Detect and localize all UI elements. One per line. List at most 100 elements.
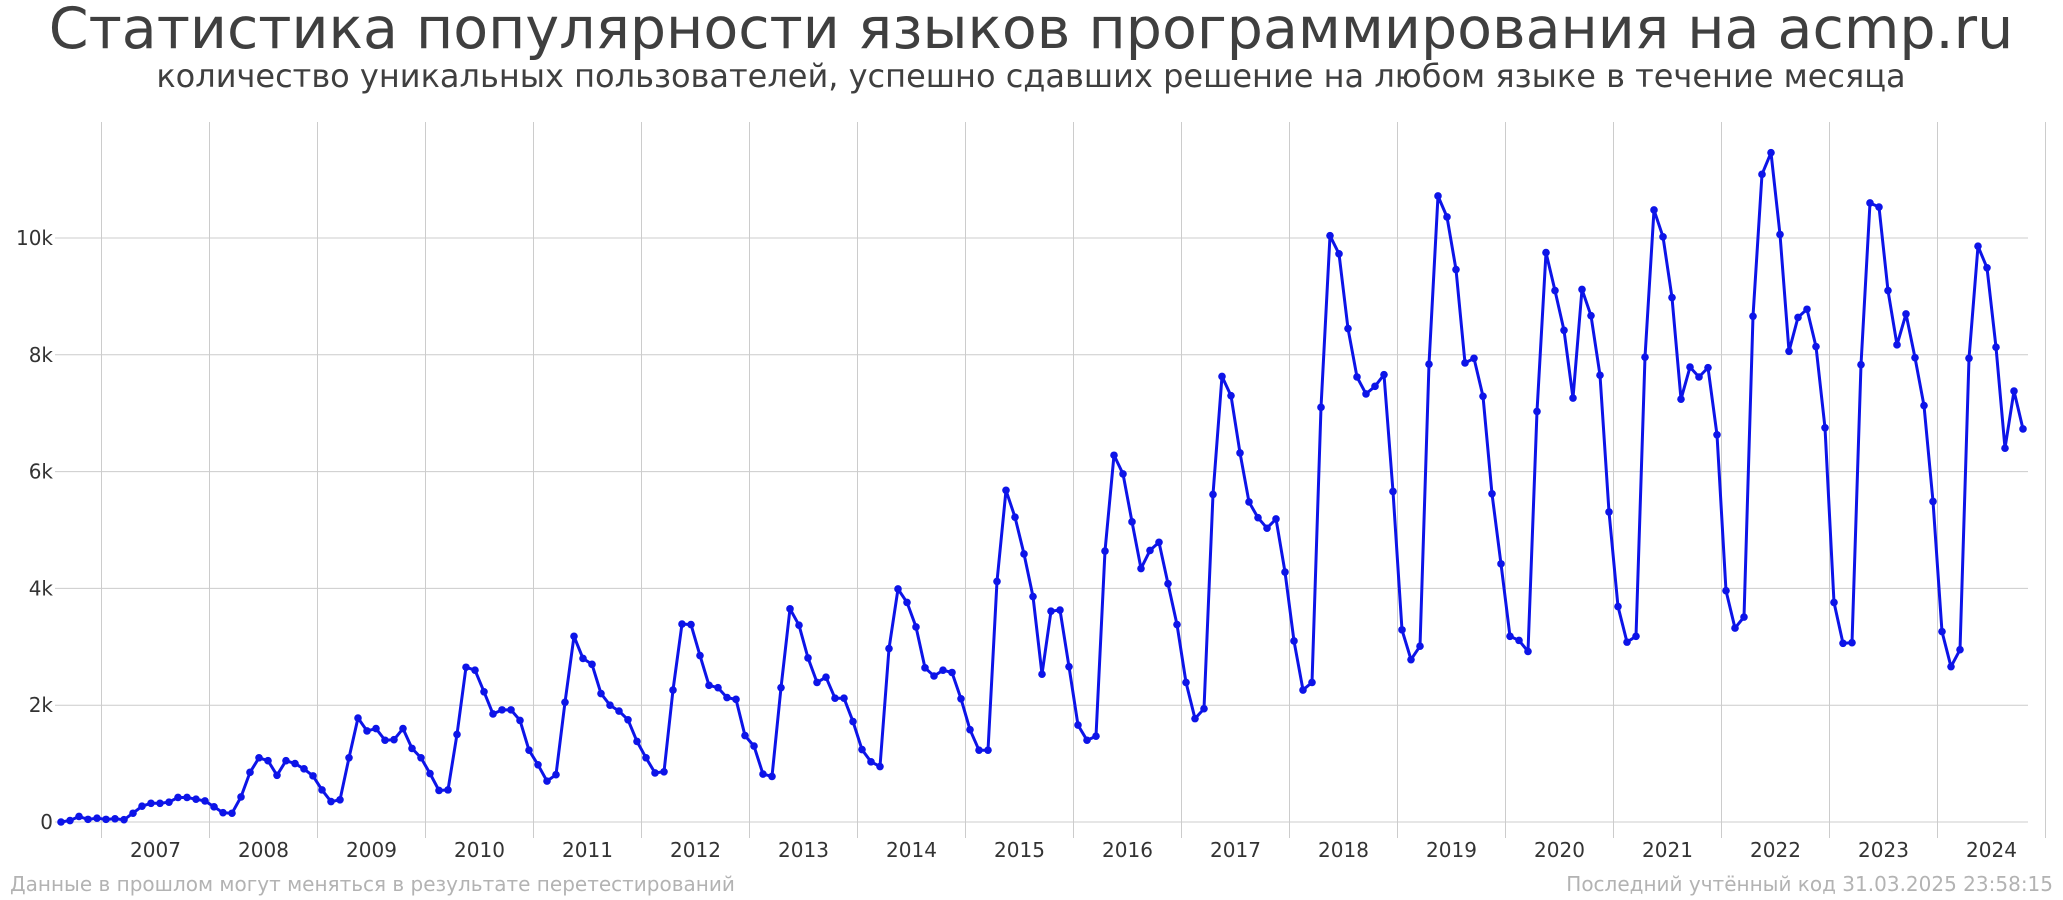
data-point bbox=[417, 753, 425, 762]
data-point bbox=[1848, 638, 1856, 647]
x-tick-label: 2013 bbox=[778, 838, 829, 862]
data-point bbox=[579, 654, 587, 663]
data-point bbox=[651, 769, 659, 777]
data-point bbox=[1308, 678, 1316, 687]
data-point bbox=[921, 664, 929, 672]
data-point bbox=[606, 701, 614, 709]
data-point bbox=[1110, 451, 1118, 460]
data-point bbox=[795, 621, 803, 629]
y-tick-label: 0 bbox=[40, 810, 53, 834]
data-point bbox=[282, 756, 290, 765]
x-tick-label: 2008 bbox=[238, 838, 289, 862]
data-point bbox=[1416, 642, 1424, 651]
data-point bbox=[1245, 498, 1253, 506]
data-point bbox=[1812, 342, 1820, 351]
data-point bbox=[1443, 213, 1451, 221]
data-point bbox=[1713, 431, 1721, 439]
data-point bbox=[2010, 387, 2018, 395]
data-point bbox=[1290, 637, 1298, 645]
data-point bbox=[966, 725, 974, 734]
data-point bbox=[669, 686, 677, 694]
x-tick-label: 2020 bbox=[1534, 838, 1585, 862]
data-point bbox=[1236, 449, 1244, 457]
data-point bbox=[264, 756, 272, 765]
data-point bbox=[1857, 360, 1865, 369]
x-tick-label: 2021 bbox=[1642, 838, 1693, 862]
data-point bbox=[462, 663, 470, 672]
data-point bbox=[948, 668, 956, 677]
data-point bbox=[309, 772, 317, 780]
data-point bbox=[813, 678, 821, 687]
data-point bbox=[84, 815, 92, 824]
data-point bbox=[687, 620, 695, 629]
data-point bbox=[876, 762, 884, 771]
data-point bbox=[633, 737, 641, 746]
data-point bbox=[399, 724, 407, 733]
data-point bbox=[1749, 312, 1757, 321]
data-point bbox=[1587, 311, 1595, 320]
x-tick-label: 2017 bbox=[1210, 838, 1261, 862]
data-point bbox=[1389, 487, 1397, 496]
x-tick-label: 2007 bbox=[130, 838, 181, 862]
data-point bbox=[1560, 326, 1568, 335]
data-point bbox=[822, 673, 830, 681]
data-point bbox=[1875, 203, 1883, 211]
data-point bbox=[183, 793, 191, 802]
data-point bbox=[1668, 293, 1676, 302]
data-point bbox=[210, 803, 218, 811]
footer-note-left: Данные в прошлом могут меняться в резуль… bbox=[10, 872, 735, 896]
data-point bbox=[318, 786, 326, 794]
data-point bbox=[1380, 370, 1388, 379]
data-point bbox=[705, 681, 713, 690]
data-point bbox=[1533, 407, 1541, 416]
data-point bbox=[390, 735, 398, 744]
data-point bbox=[840, 694, 848, 702]
data-point bbox=[1695, 373, 1703, 381]
data-point bbox=[984, 746, 992, 754]
data-point bbox=[327, 797, 335, 806]
data-point bbox=[111, 814, 119, 823]
data-point bbox=[597, 689, 605, 698]
data-point bbox=[174, 793, 182, 802]
data-point bbox=[1011, 513, 1019, 521]
data-point bbox=[1083, 736, 1091, 745]
data-point bbox=[867, 758, 875, 766]
data-point bbox=[777, 683, 785, 692]
data-point bbox=[1164, 579, 1172, 588]
data-point bbox=[543, 777, 551, 785]
data-point bbox=[75, 812, 83, 821]
data-point bbox=[1155, 538, 1163, 547]
footer-note-right: Последний учтённый код 31.03.2025 23:58:… bbox=[1566, 872, 2053, 896]
y-tick-label: 6k bbox=[29, 460, 54, 484]
data-point bbox=[1596, 371, 1604, 380]
data-point bbox=[1146, 546, 1154, 555]
data-point bbox=[345, 753, 353, 762]
data-point bbox=[1794, 313, 1802, 322]
data-point bbox=[552, 770, 560, 779]
data-point bbox=[1362, 390, 1370, 398]
x-tick-label: 2012 bbox=[670, 838, 721, 862]
data-point bbox=[1479, 392, 1487, 401]
data-point bbox=[1722, 586, 1730, 595]
data-point bbox=[1614, 602, 1622, 611]
data-point bbox=[516, 716, 524, 725]
data-point bbox=[1128, 518, 1136, 526]
data-point bbox=[291, 759, 299, 768]
data-point bbox=[732, 695, 740, 704]
data-point bbox=[534, 760, 542, 769]
y-axis-tick-labels: 0 2k 4k 6k 8k 10k bbox=[16, 226, 53, 834]
data-point bbox=[1542, 248, 1550, 257]
data-point bbox=[939, 666, 947, 674]
data-point bbox=[1218, 372, 1226, 381]
data-point bbox=[1470, 354, 1478, 363]
x-tick-label: 2019 bbox=[1426, 838, 1477, 862]
data-point bbox=[660, 767, 668, 776]
data-point bbox=[1920, 401, 1928, 410]
data-point bbox=[1092, 732, 1100, 740]
data-point bbox=[1353, 373, 1361, 381]
data-point bbox=[1947, 662, 1955, 671]
data-point bbox=[1632, 632, 1640, 641]
x-tick-label: 2011 bbox=[562, 838, 613, 862]
data-point bbox=[1992, 343, 2000, 352]
